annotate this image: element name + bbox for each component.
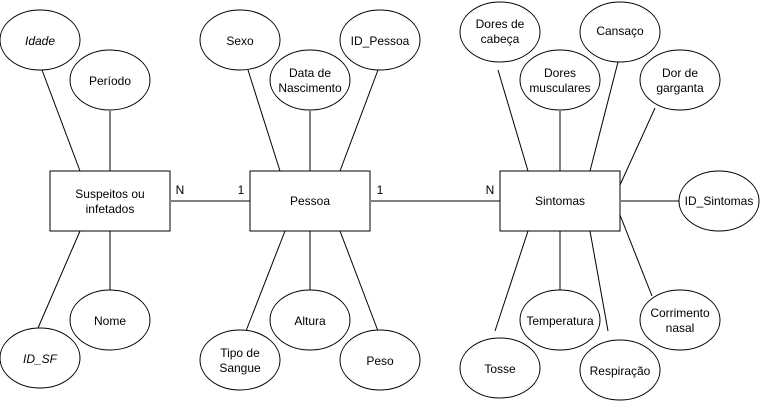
attribute-id-sintomas-label: ID_Sintomas	[685, 194, 754, 208]
attribute-dores-musculares-label-2: musculares	[529, 81, 590, 95]
attribute-temperatura[interactable]: Temperatura	[519, 289, 601, 351]
entity-suspeitos[interactable]: Suspeitos ou infetados	[49, 170, 171, 232]
attribute-idade-label: Idade	[25, 34, 55, 48]
attribute-data-nascimento-label-1: Data de	[289, 66, 331, 80]
attribute-dor-garganta-label-2: garganta	[656, 81, 704, 95]
attribute-dor-garganta[interactable]: Dor de garganta	[639, 49, 721, 111]
attribute-dor-garganta-label-1: Dor de	[662, 66, 698, 80]
attribute-data-nascimento-label-2: Nascimento	[278, 81, 342, 95]
attribute-dores-cabeca-label-1: Dores de	[476, 17, 525, 31]
attribute-id-sintomas[interactable]: ID_Sintomas	[678, 170, 760, 232]
entity-sintomas[interactable]: Sintomas	[499, 170, 621, 232]
edge-dores-cabeca	[497, 69, 529, 172]
attribute-cansaco-label: Cansaço	[596, 24, 644, 38]
cardinality-pessoa-right: 1	[377, 183, 384, 197]
attribute-corrimento-nasal-label-1: Corrimento	[650, 306, 710, 320]
cardinality-pessoa-left: 1	[238, 183, 245, 197]
attribute-corrimento-nasal-label-2: nasal	[666, 321, 695, 335]
entity-sintomas-label: Sintomas	[535, 194, 585, 208]
attribute-peso[interactable]: Peso	[339, 329, 421, 391]
attribute-dores-cabeca[interactable]: Dores de cabeça	[459, 1, 541, 63]
edge-cansaco	[589, 61, 619, 172]
edge-id-pessoa	[339, 69, 379, 172]
attribute-id-sf-label: ID_SF	[23, 352, 58, 366]
attribute-tipo-sangue-label-2: Sangue	[219, 361, 261, 375]
attribute-temperatura-label: Temperatura	[526, 314, 594, 328]
edge-tipo-sangue	[245, 230, 286, 332]
attribute-sexo[interactable]: Sexo	[199, 9, 281, 71]
attribute-periodo[interactable]: Período	[69, 49, 151, 111]
edge-dor-garganta	[619, 107, 656, 186]
attribute-dores-musculares-label-1: Dores	[544, 66, 576, 80]
attribute-respiracao[interactable]: Respiração	[579, 339, 661, 401]
attribute-id-pessoa[interactable]: ID_Pessoa	[339, 9, 421, 71]
attribute-id-sf[interactable]: ID_SF	[0, 327, 81, 389]
attribute-altura-label: Altura	[294, 314, 326, 328]
attribute-corrimento-nasal[interactable]: Corrimento nasal	[639, 289, 721, 351]
edge-respiracao	[589, 230, 609, 332]
attribute-peso-label: Peso	[366, 354, 394, 368]
attribute-nome-label: Nome	[94, 314, 126, 328]
attribute-data-nascimento[interactable]: Data de Nascimento	[269, 49, 351, 111]
attribute-respiracao-label: Respiração	[590, 364, 651, 378]
edge-peso	[339, 230, 379, 332]
edge-tosse	[494, 230, 529, 332]
attribute-dores-cabeca-label-2: cabeça	[481, 32, 520, 46]
cardinality-suspeitos: N	[176, 183, 185, 197]
connectors	[37, 61, 679, 332]
attribute-idade[interactable]: Idade	[0, 9, 81, 71]
edge-idade	[41, 69, 81, 172]
cardinality-sintomas: N	[486, 183, 495, 197]
entity-suspeitos-label-2: infetados	[86, 202, 135, 216]
edge-sexo	[247, 69, 281, 172]
attribute-periodo-label: Período	[89, 74, 131, 88]
attribute-id-pessoa-label: ID_Pessoa	[351, 34, 410, 48]
entity-pessoa[interactable]: Pessoa	[249, 170, 371, 232]
attribute-nome[interactable]: Nome	[69, 289, 151, 351]
attribute-tosse-label: Tosse	[484, 362, 516, 376]
attribute-tipo-sangue[interactable]: Tipo de Sangue	[199, 329, 281, 391]
attribute-tipo-sangue-label-1: Tipo de	[220, 346, 260, 360]
edge-corrimento-nasal	[619, 214, 653, 297]
attribute-cansaco[interactable]: Cansaço	[579, 1, 661, 63]
attribute-dores-musculares[interactable]: Dores musculares	[519, 49, 601, 111]
attribute-tosse[interactable]: Tosse	[459, 337, 541, 399]
attribute-sexo-label: Sexo	[226, 34, 254, 48]
entity-pessoa-label: Pessoa	[290, 194, 330, 208]
edge-id-sf	[37, 230, 81, 329]
attribute-altura[interactable]: Altura	[269, 289, 351, 351]
entity-suspeitos-label-1: Suspeitos ou	[75, 187, 144, 201]
